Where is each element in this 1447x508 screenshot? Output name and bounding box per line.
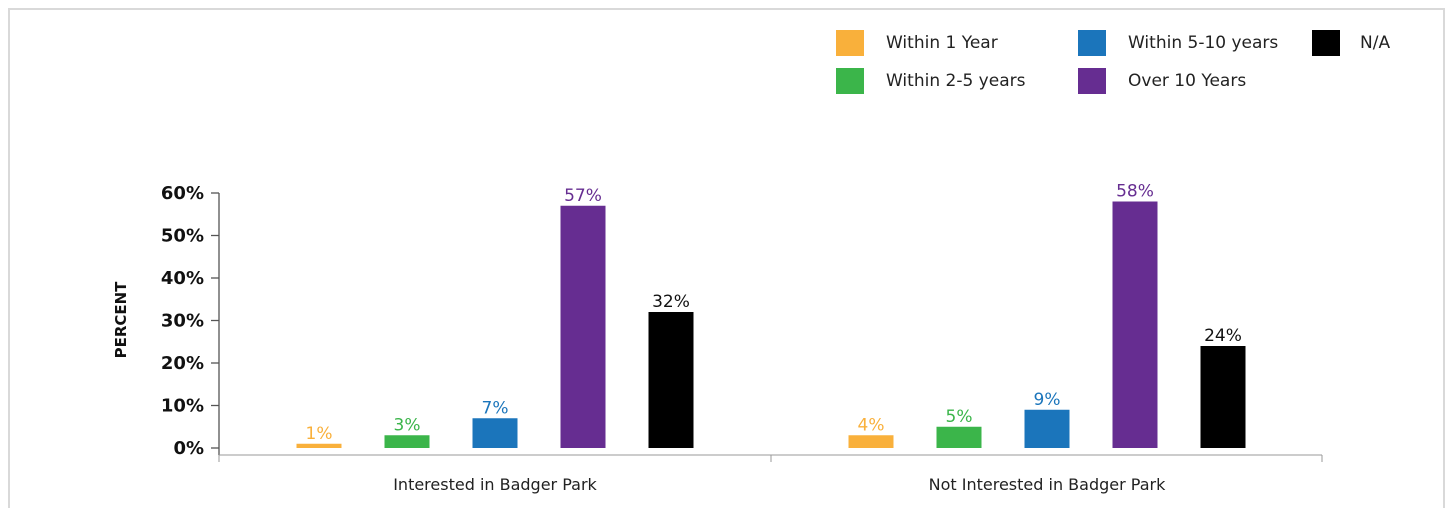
- bar-value-label: 32%: [652, 292, 690, 312]
- y-tick-label: 30%: [161, 311, 204, 332]
- legend-label-over-10-years: Over 10 Years: [1128, 71, 1247, 91]
- legend-swatch-within-1-year: [836, 30, 864, 56]
- legend-item-over-10-years: Over 10 Years: [1078, 68, 1246, 94]
- legend-item-na: N/A: [1312, 30, 1390, 56]
- legend-swatch-over-10-years: [1078, 68, 1106, 94]
- legend-label-within-5-10-years: Within 5-10 years: [1128, 33, 1279, 53]
- bar: [1200, 346, 1246, 448]
- legend-item-within-5-10-years: Within 5-10 years: [1078, 30, 1278, 56]
- legend-label-within-2-5-years: Within 2-5 years: [886, 71, 1026, 91]
- bar: [472, 418, 518, 448]
- bar-value-label: 57%: [564, 186, 602, 206]
- x-category-label: Interested in Badger Park: [393, 475, 597, 494]
- bar: [648, 312, 694, 448]
- legend-swatch-na: [1312, 30, 1340, 56]
- legend: Within 1 Year Within 2-5 years Within 5-…: [836, 30, 1436, 110]
- bar-value-label: 4%: [858, 415, 885, 435]
- bar: [1024, 409, 1070, 448]
- bar-value-label: 7%: [482, 398, 509, 418]
- bar-value-label: 58%: [1116, 182, 1154, 202]
- y-tick-label: 40%: [161, 268, 204, 289]
- legend-label-within-1-year: Within 1 Year: [886, 33, 998, 53]
- legend-swatch-within-2-5-years: [836, 68, 864, 94]
- y-tick-label: 20%: [161, 353, 204, 374]
- bar-value-label: 24%: [1204, 326, 1242, 346]
- bar: [384, 435, 430, 448]
- legend-label-na: N/A: [1360, 33, 1391, 53]
- bar: [936, 426, 982, 448]
- y-tick-label: 60%: [161, 183, 204, 204]
- y-tick-label: 10%: [161, 396, 204, 417]
- legend-item-within-1-year: Within 1 Year: [836, 30, 998, 56]
- y-axis-title: PERCENT: [112, 281, 130, 359]
- bar-value-label: 9%: [1034, 390, 1061, 410]
- x-category-label: Not Interested in Badger Park: [929, 475, 1166, 494]
- chart-frame: [8, 8, 1445, 508]
- bar-value-label: 5%: [946, 407, 973, 427]
- bar: [296, 443, 342, 448]
- bar-value-label: 1%: [306, 424, 333, 444]
- y-tick-label: 50%: [161, 226, 204, 247]
- bar: [1112, 201, 1158, 448]
- bar: [560, 205, 606, 448]
- y-tick-label: 0%: [173, 438, 204, 459]
- legend-swatch-within-5-10-years: [1078, 30, 1106, 56]
- bar: [848, 435, 894, 448]
- legend-item-within-2-5-years: Within 2-5 years: [836, 68, 1025, 94]
- bar-value-label: 3%: [394, 415, 421, 435]
